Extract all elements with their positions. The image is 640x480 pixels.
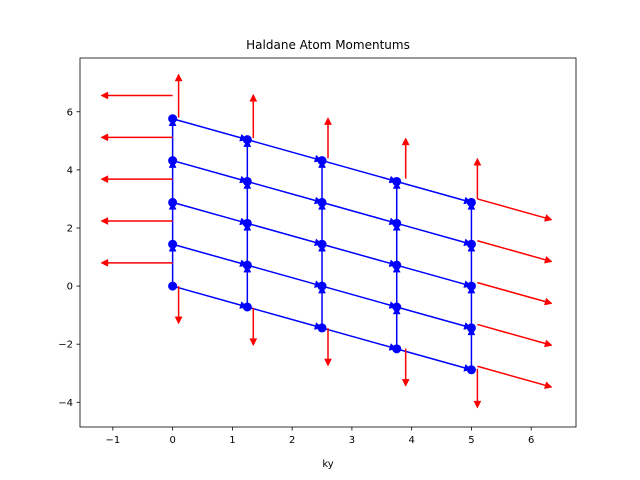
y-tick-label: −2 <box>58 340 73 351</box>
momentum-arrow <box>249 307 258 347</box>
atom-point <box>392 302 402 312</box>
atom-point <box>317 281 327 291</box>
plot-area <box>79 57 577 428</box>
y-tick-label: −4 <box>58 398 73 409</box>
momentum-arrow <box>473 157 482 199</box>
y-tick-label: 4 <box>67 165 73 176</box>
atom-point <box>317 197 327 207</box>
x-tick-label: −1 <box>105 435 120 446</box>
atom-point <box>317 323 327 333</box>
momentum-arrow <box>174 73 183 118</box>
atom-point <box>392 218 402 228</box>
momentum-arrow <box>324 328 332 367</box>
atom-point <box>317 239 327 249</box>
momentum-arrow <box>174 286 183 325</box>
momentum-arrow <box>249 93 258 138</box>
atom-point <box>242 176 252 186</box>
momentum-arrow <box>477 281 553 306</box>
momentum-arrow <box>100 217 173 225</box>
momentum-arrow <box>401 137 410 179</box>
x-tick-label: 4 <box>408 435 414 446</box>
x-tick-label: 0 <box>169 435 175 446</box>
momentum-arrow <box>477 198 553 222</box>
atom-point <box>242 218 252 228</box>
momentum-arrow <box>100 258 173 267</box>
momentum-arrow <box>100 175 173 184</box>
atom-point <box>168 239 178 249</box>
atom-point <box>168 114 178 124</box>
momentum-arrow <box>100 133 173 142</box>
y-tick-label: 0 <box>67 282 73 293</box>
atom-point <box>242 302 252 312</box>
atom-point <box>242 260 252 270</box>
atom-point <box>392 344 402 354</box>
momentum-arrow <box>100 91 173 100</box>
atom-point <box>168 281 178 291</box>
y-tick-label: 2 <box>67 223 73 234</box>
momentum-arrow <box>477 323 553 348</box>
y-tick-label: 6 <box>67 107 73 118</box>
momentum-arrow <box>401 348 410 387</box>
x-tick-label: 6 <box>528 435 534 446</box>
atom-points <box>168 114 476 375</box>
x-tick-label: 2 <box>289 435 295 446</box>
atom-point <box>242 135 252 145</box>
momentum-arrow <box>324 117 332 159</box>
momentum-arrow <box>473 368 482 409</box>
atom-point <box>466 365 476 375</box>
momentum-arrow <box>477 365 553 389</box>
atom-point <box>466 281 476 291</box>
momentum-arrow <box>477 240 553 264</box>
atom-point <box>168 156 178 166</box>
atom-point <box>168 197 178 207</box>
x-axis-title: ky <box>322 459 333 470</box>
atom-point <box>317 156 327 166</box>
momentum-arrows <box>100 73 553 409</box>
plot-background <box>80 58 576 427</box>
x-tick-label: 1 <box>229 435 235 446</box>
plot-frame <box>79 57 577 428</box>
atom-point <box>466 323 476 333</box>
x-tick-label: 5 <box>468 435 474 446</box>
atom-point <box>392 176 402 186</box>
atom-point <box>466 239 476 249</box>
chart-title: Haldane Atom Momentums <box>246 38 410 52</box>
y-axis-ticks: −4 −2 0 2 4 6 <box>58 107 80 409</box>
x-tick-label: 3 <box>349 435 355 446</box>
x-axis-ticks: −1 0 1 2 3 4 5 6 <box>105 427 534 446</box>
atom-point <box>466 197 476 207</box>
atom-point <box>392 260 402 270</box>
